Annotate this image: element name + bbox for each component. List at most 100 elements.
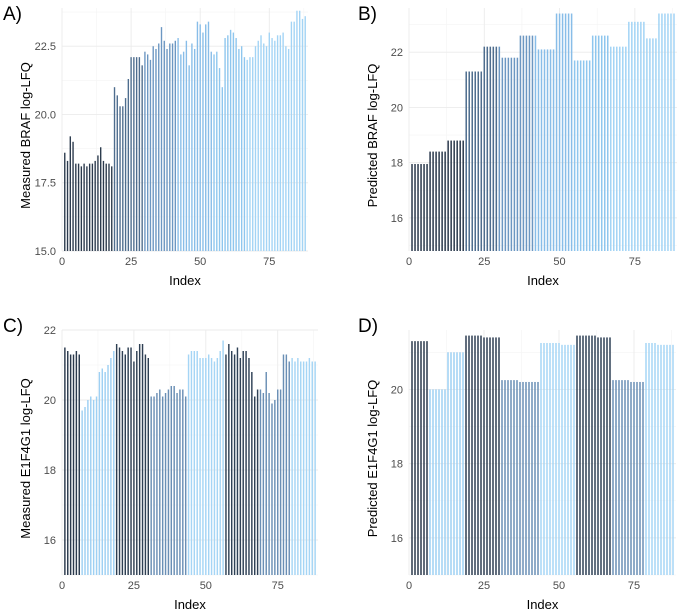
panel-d: D) 16 18 20 0 25 50 75 Index Predicted E… xyxy=(358,316,676,612)
panel-a-bar xyxy=(66,160,69,251)
panel-b-bar xyxy=(414,164,416,251)
panel-b-bar xyxy=(453,140,455,251)
panel-a-bar xyxy=(229,29,232,252)
panel-a-bar xyxy=(224,38,226,251)
panel-c-bar xyxy=(147,358,150,575)
panel-b-bar xyxy=(640,21,642,252)
panel-a-bar xyxy=(119,106,121,251)
panel-d-bar xyxy=(534,381,536,575)
panel-a-bar xyxy=(287,48,290,252)
panel-d-bars xyxy=(411,335,674,575)
panel-c-bar xyxy=(242,351,244,575)
panel-c-bar xyxy=(236,347,239,575)
panel-d-bar xyxy=(537,381,539,575)
panel-b-bar xyxy=(456,140,458,251)
panel-a-bar xyxy=(69,136,71,251)
panel-b-bar xyxy=(459,140,461,251)
panel-d-bar xyxy=(624,380,626,575)
panel-a-bar xyxy=(227,35,229,251)
panel-b-bar xyxy=(628,21,630,252)
panel-b-bar xyxy=(528,35,531,251)
panel-d-bar xyxy=(555,342,557,575)
panel-a-bar xyxy=(249,57,251,252)
panel-c: C) 16 18 20 22 0 25 50 75 Index Measured… xyxy=(3,316,318,612)
panel-d-bar xyxy=(642,381,644,575)
panel-c-bar xyxy=(259,389,262,575)
panel-a-bar xyxy=(130,57,132,252)
panel-b-bar xyxy=(471,71,473,251)
panel-c-bar xyxy=(285,354,288,575)
panel-a-bar xyxy=(218,68,221,251)
panel-d-bar xyxy=(510,380,512,575)
panel-a-bar xyxy=(144,51,146,251)
panel-b-bar xyxy=(411,164,413,251)
panel-a-bar xyxy=(240,46,243,251)
panel-b-bar xyxy=(507,57,510,252)
panel-d-bar xyxy=(474,335,476,575)
panel-c-bar xyxy=(305,361,308,575)
panel-a-xtick-label: 50 xyxy=(194,256,206,268)
panel-b-bar xyxy=(450,140,452,251)
panel-d-bar xyxy=(429,389,431,575)
panel-b-bar xyxy=(489,46,492,251)
panel-b-ytick-label: 16 xyxy=(391,213,403,225)
panel-b-bar xyxy=(616,46,618,251)
panel-d-bar xyxy=(486,337,488,575)
panel-b-bar xyxy=(480,71,483,251)
panel-c-bar xyxy=(294,361,296,575)
panel-c-bar xyxy=(228,344,230,575)
panel-a-bar xyxy=(155,48,157,252)
panel-b-bar xyxy=(555,13,558,251)
panel-b-bar xyxy=(420,164,422,251)
panel-b-bar xyxy=(573,60,576,251)
panel-b-bar xyxy=(664,13,666,251)
panel-b-bar xyxy=(519,35,522,251)
panel-c-bar xyxy=(282,354,285,575)
panel-c-xtick-label: 50 xyxy=(200,580,212,592)
panel-d-bar xyxy=(600,337,602,575)
panel-c-bar xyxy=(156,393,158,575)
panel-b-ytick-label: 20 xyxy=(391,102,403,114)
panel-a-bar xyxy=(199,24,201,251)
panel-d-bar xyxy=(654,342,656,575)
panel-d-bar xyxy=(549,342,551,575)
panel-c-bar xyxy=(262,393,265,575)
panel-d-bar xyxy=(594,335,596,575)
panel-d-bar xyxy=(660,344,662,575)
panel-d-bar xyxy=(612,380,614,575)
panel-b-bar xyxy=(465,71,467,251)
panel-b-bar xyxy=(658,13,660,251)
panel-a-y-ticks: 15.0 17.5 20.0 22.5 xyxy=(35,41,56,258)
panel-b-bar xyxy=(492,46,495,251)
panel-a-bar xyxy=(94,160,96,251)
panel-d-bar xyxy=(636,381,638,575)
panel-d-bar xyxy=(648,342,650,575)
panel-b-bar xyxy=(579,60,582,251)
panel-d-bar xyxy=(567,344,569,575)
panel-d-bar xyxy=(468,335,470,575)
panel-c-y-ticks: 16 18 20 22 xyxy=(44,325,56,547)
panel-a-ytick-label: 17.5 xyxy=(35,178,56,190)
panel-c-bar xyxy=(113,351,115,575)
panel-d-bar xyxy=(564,344,566,575)
panel-b-bar xyxy=(661,13,663,251)
panel-a-grid xyxy=(61,8,308,252)
panel-b-bar xyxy=(543,49,546,251)
panel-c-bar xyxy=(107,365,109,575)
panel-c-bar xyxy=(153,396,155,575)
panel-b-bar xyxy=(498,46,501,251)
panel-c-letter: C) xyxy=(3,316,23,337)
panel-d-bar xyxy=(501,380,503,575)
panel-a-bar xyxy=(205,24,207,251)
panel-a-bar xyxy=(207,21,210,252)
panel-a-bar xyxy=(146,54,149,251)
panel-c-xtick-label: 0 xyxy=(59,580,65,592)
panel-b-bar xyxy=(649,38,651,251)
panel-d-ytick-label: 18 xyxy=(391,459,403,471)
panel-d-bar xyxy=(441,389,443,575)
panel-c-y-axis-title: Measured E1F4G1 log-LFQ xyxy=(18,378,33,538)
panel-d-bar xyxy=(489,337,491,575)
panel-b-bar xyxy=(423,164,425,251)
panel-d-bar xyxy=(483,337,485,575)
panel-d-x-axis-title: Index xyxy=(527,597,559,612)
